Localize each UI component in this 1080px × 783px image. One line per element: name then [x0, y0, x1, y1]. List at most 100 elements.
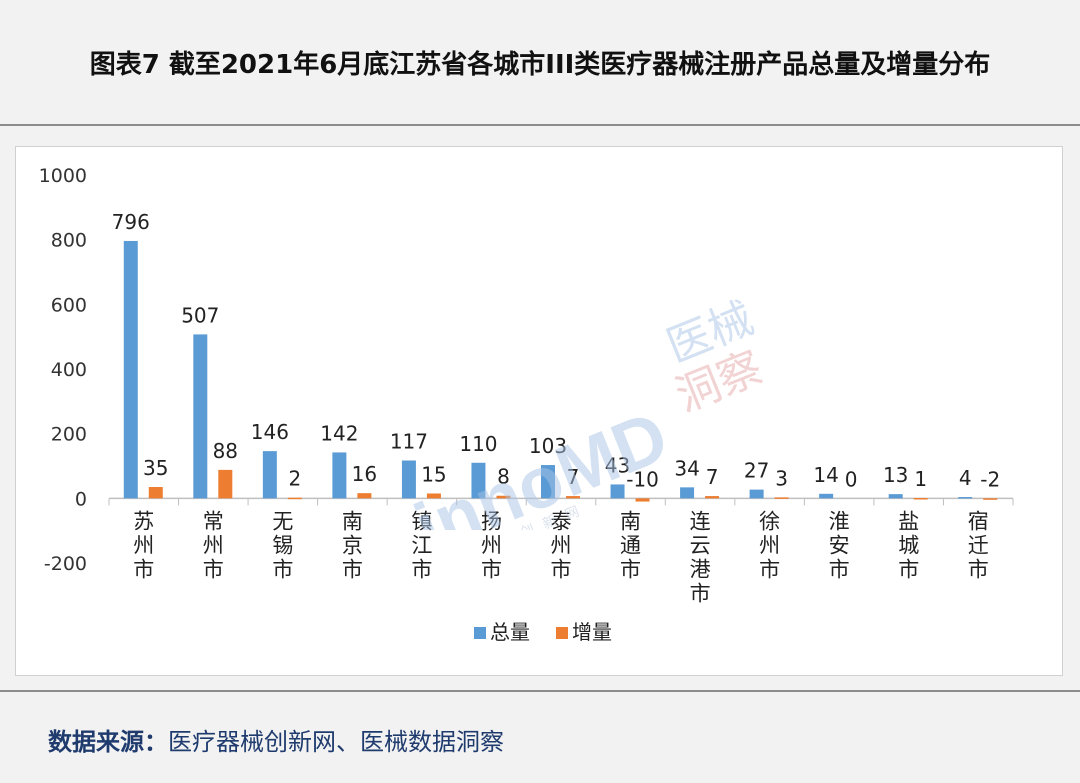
y-tick-label: 800	[51, 230, 87, 252]
data-label-increment: 0	[845, 467, 858, 491]
x-tick-label: 港	[690, 557, 711, 581]
y-tick-label: -200	[44, 553, 87, 575]
x-tick-label: 市	[968, 557, 989, 581]
data-label-increment: 88	[213, 439, 238, 463]
data-label-total: 43	[605, 453, 630, 477]
data-label-increment: 8	[497, 465, 510, 489]
data-label-increment: -2	[980, 467, 1000, 491]
bar-increment	[148, 487, 163, 499]
bar-increment	[913, 498, 928, 500]
x-tick-label: 常	[203, 509, 224, 533]
data-label-increment: 35	[143, 456, 168, 480]
data-label-increment: 7	[567, 465, 580, 489]
x-tick-label: 市	[342, 557, 363, 581]
bar-total	[332, 452, 347, 499]
bottom-rule	[0, 690, 1080, 692]
y-tick-label: 400	[51, 359, 87, 381]
data-label-total: 146	[251, 420, 289, 444]
bar-total	[123, 240, 138, 499]
data-label-total: 27	[744, 459, 769, 483]
x-tick-label: 市	[620, 557, 641, 581]
bar-total	[193, 334, 208, 499]
bar-total	[680, 487, 695, 499]
legend-label: 总量	[490, 620, 530, 644]
x-tick-label: 市	[411, 557, 432, 581]
bar-total	[819, 493, 834, 499]
data-label-total: 117	[390, 430, 428, 454]
bar-increment	[218, 469, 233, 499]
bar-increment	[426, 493, 441, 499]
data-label-total: 4	[959, 466, 972, 490]
data-label-increment: 16	[352, 462, 377, 486]
data-label-increment: 15	[421, 462, 446, 486]
legend-swatch-total	[474, 627, 486, 639]
x-tick-label: 市	[690, 581, 711, 605]
legend-label: 增量	[572, 620, 612, 644]
bar-increment	[635, 498, 650, 502]
data-label-increment: 7	[706, 465, 719, 489]
x-tick-label: 镇	[411, 509, 432, 533]
x-tick-label: 扬	[481, 509, 502, 533]
data-label-increment: 2	[288, 467, 301, 491]
chart-container: 1000 800 600 400 200 0 -200 796 35 苏州市 507 88 常州市 146…	[15, 146, 1063, 676]
x-tick-label: 市	[898, 557, 919, 581]
x-tick-label: 云	[690, 533, 711, 557]
x-tick-label: 市	[551, 557, 572, 581]
bar-total	[401, 460, 416, 499]
bar-increment	[705, 496, 720, 499]
bar-increment	[983, 498, 998, 500]
data-label-increment: 1	[914, 467, 927, 491]
x-tick-label: 泰	[551, 509, 572, 533]
x-tick-label: 淮	[829, 509, 850, 533]
page-title: 图表7 截至2021年6月底江苏省各城市III类医疗器械注册产品总量及增量分布	[0, 0, 1080, 126]
legend-swatch-increment	[556, 627, 568, 639]
x-tick-label: 苏	[133, 509, 154, 533]
y-tick-label: 600	[51, 294, 87, 316]
bar-increment	[357, 493, 372, 499]
x-tick-label: 市	[829, 557, 850, 581]
data-label-total: 34	[674, 456, 699, 480]
bar-increment	[566, 496, 580, 499]
x-tick-label: 江	[411, 533, 432, 557]
x-tick-label: 盐	[898, 509, 919, 533]
source-note: 数据来源：医疗器械创新网、医械数据洞察	[48, 722, 504, 757]
x-tick-label: 宿	[968, 509, 989, 533]
bar-total	[610, 484, 625, 499]
bar-total	[958, 497, 973, 499]
x-tick-label: 锡	[272, 533, 293, 557]
bar-total	[471, 462, 486, 499]
data-label-total: 103	[529, 434, 567, 458]
data-label-increment: 3	[775, 466, 788, 490]
y-tick-label: 200	[51, 424, 87, 446]
x-tick-label: 市	[203, 557, 224, 581]
x-tick-label: 徐	[759, 509, 780, 533]
data-label-increment: -10	[626, 467, 659, 491]
x-tick-label: 州	[133, 533, 154, 557]
x-tick-label: 连	[690, 509, 711, 533]
x-tick-label: 州	[203, 533, 224, 557]
bar-increment	[496, 495, 511, 499]
y-tick-label: 1000	[39, 165, 87, 187]
x-tick-label: 州	[551, 533, 572, 557]
x-tick-label: 安	[829, 533, 850, 557]
x-tick-label: 市	[481, 557, 502, 581]
data-label-total: 14	[813, 463, 838, 487]
y-tick-label: 0	[75, 488, 87, 510]
bar-increment	[287, 497, 302, 500]
x-tick-label: 迁	[968, 533, 989, 557]
x-tick-label: 市	[133, 557, 154, 581]
bar-total	[262, 451, 277, 499]
data-label-total: 13	[883, 463, 908, 487]
x-tick-label: 州	[759, 533, 780, 557]
bar-total	[541, 465, 555, 499]
bar-total	[749, 489, 764, 499]
bar-increment	[774, 497, 789, 499]
data-label-total: 796	[112, 210, 150, 234]
x-tick-label: 无	[272, 509, 293, 533]
x-tick-label: 州	[481, 533, 502, 557]
x-tick-label: 市	[272, 557, 293, 581]
x-tick-label: 南	[342, 509, 363, 533]
x-tick-label: 城	[898, 533, 919, 557]
data-label-total: 110	[459, 432, 497, 456]
bar-total	[888, 494, 903, 499]
